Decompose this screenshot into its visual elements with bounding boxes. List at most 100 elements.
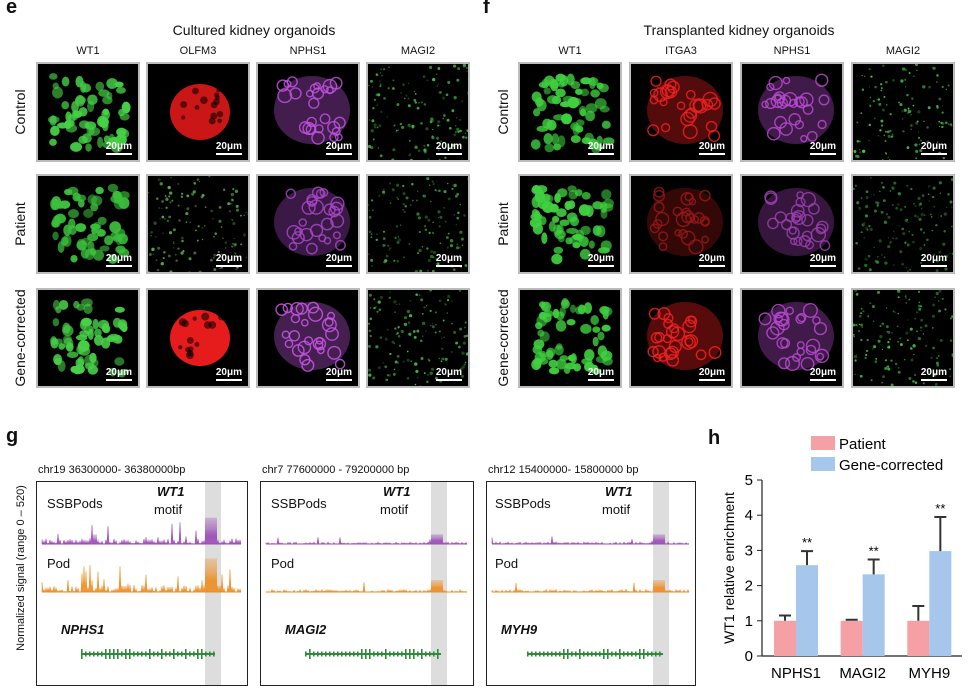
- scale-bar-label: 20μm: [325, 367, 352, 378]
- scale-bar-line: [435, 265, 462, 267]
- scale-bar: 20μm: [325, 141, 352, 155]
- scale-bar-label: 20μm: [920, 367, 947, 378]
- scale-bar-line: [435, 153, 462, 155]
- scale-bar-line: [325, 153, 352, 155]
- category-label-nphs1: NPHS1: [771, 665, 821, 682]
- significance-marker: **: [869, 544, 879, 559]
- row-label-control: Control: [12, 89, 28, 135]
- scale-bar: 20μm: [920, 367, 947, 381]
- micrograph-patient-nphs1: 20μm: [256, 174, 360, 274]
- scale-bar-label: 20μm: [587, 141, 614, 152]
- y-tick-label: 3: [745, 542, 753, 559]
- scale-bar-label: 20μm: [920, 253, 947, 264]
- micrograph-control-wt1: 20μm: [36, 62, 140, 162]
- error-bar: [845, 618, 858, 621]
- track-label-ssbpods: SSBPods: [47, 496, 103, 511]
- micrograph-control-itga3: 20μm: [629, 62, 733, 162]
- micrograph-control-nphs1: 20μm: [256, 62, 360, 162]
- track-label-pod: Pod: [495, 556, 519, 571]
- scale-bar-label: 20μm: [587, 367, 614, 378]
- scale-bar-label: 20μm: [325, 253, 352, 264]
- scale-bar-label: 20μm: [809, 367, 836, 378]
- motif-gene-label: WT1: [383, 484, 411, 499]
- micrograph-patient-wt1: 20μm: [518, 174, 622, 274]
- scale-bar-line: [920, 265, 947, 267]
- scale-bar: 20μm: [105, 141, 132, 155]
- panel-g-label: g: [6, 425, 19, 447]
- y-tick-label: 5: [745, 472, 753, 489]
- scale-bar-label: 20μm: [435, 141, 462, 152]
- micrograph-patient-nphs1: 20μm: [740, 174, 844, 274]
- row-label-control: Control: [495, 89, 511, 135]
- scale-bar-line: [587, 379, 614, 381]
- row-label-gene-corrected: Gene-corrected: [12, 289, 28, 387]
- y-tick-label: 2: [745, 578, 753, 595]
- signal-tracks: [265, 534, 468, 659]
- legend-label-gene-corrected: Gene-corrected: [839, 457, 943, 474]
- row-label-patient: Patient: [495, 202, 511, 246]
- wt1-enrichment-bar-chart: 0 1 2 3 4 5 WT1 relative enrichment ** NPHS1 ** MA…: [721, 436, 962, 682]
- scale-bar-line: [325, 265, 352, 267]
- scale-bar-label: 20μm: [325, 141, 352, 152]
- bar-patient-nphs1: [774, 620, 796, 656]
- micrograph-patient-magi2: 20μm: [366, 174, 470, 274]
- row-label-gene-corrected: Gene-corrected: [495, 289, 511, 387]
- scale-bar: 20μm: [587, 253, 614, 267]
- scale-bar-label: 20μm: [809, 253, 836, 264]
- bar-gene-corrected-myh9: [929, 551, 952, 656]
- locus-coordinates: chr12 15400000- 15800000 bp: [488, 464, 639, 476]
- category-label-myh9: MYH9: [908, 665, 950, 682]
- locus-coordinates: chr19 36300000- 36380000bp: [38, 464, 186, 476]
- scale-bar-label: 20μm: [105, 253, 132, 264]
- micrograph-control-wt1: 20μm: [518, 62, 622, 162]
- locus-coordinates: chr7 77600000 - 79200000 bp: [262, 464, 410, 476]
- scale-bar-line: [698, 153, 725, 155]
- scale-bar-line: [215, 379, 242, 381]
- scale-bar: 20μm: [215, 141, 242, 155]
- gene-name-myh9: MYH9: [501, 622, 538, 637]
- error-bar: [867, 558, 880, 575]
- scale-bar: 20μm: [215, 253, 242, 267]
- locus-panel-nphs1: SSBPods Pod WT1 motif NPHS1: [36, 481, 248, 686]
- motif-label: motif: [154, 502, 183, 517]
- scale-bar: 20μm: [587, 367, 614, 381]
- motif-gene-label: WT1: [605, 484, 633, 499]
- scale-bar: 20μm: [435, 141, 462, 155]
- column-header-nphs1: NPHS1: [289, 45, 327, 57]
- column-header-wt1: WT1: [558, 45, 582, 57]
- motif-gene-label: WT1: [157, 484, 185, 499]
- legend-swatch-patient: [811, 436, 835, 450]
- scale-bar: 20μm: [920, 253, 947, 267]
- panel-f-title: Transplanted kidney organoids: [643, 22, 835, 38]
- significance-marker: **: [935, 501, 945, 516]
- scale-bar: 20μm: [809, 141, 836, 155]
- y-tick-label: 1: [745, 613, 753, 630]
- motif-highlight: [653, 482, 669, 685]
- scale-bar: 20μm: [325, 367, 352, 381]
- scale-bar: 20μm: [435, 367, 462, 381]
- scale-bar-label: 20μm: [105, 141, 132, 152]
- error-bar: [801, 550, 813, 566]
- scale-bar-line: [809, 265, 836, 267]
- panel-g-y-axis-label: Normalized signal (range 0 – 520): [15, 485, 27, 651]
- scale-bar-line: [698, 379, 725, 381]
- micrograph-control-magi2: 20μm: [366, 62, 470, 162]
- scale-bar: 20μm: [587, 141, 614, 155]
- gene-name-magi2: MAGI2: [285, 622, 327, 637]
- scale-bar: 20μm: [809, 253, 836, 267]
- scale-bar-label: 20μm: [215, 141, 242, 152]
- scale-bar-line: [587, 153, 614, 155]
- motif-label: motif: [602, 502, 631, 517]
- scale-bar-line: [105, 379, 132, 381]
- scale-bar-label: 20μm: [698, 141, 725, 152]
- scale-bar-line: [105, 153, 132, 155]
- locus-panel-myh9: SSBPods Pod WT1 motif MYH9: [486, 481, 696, 686]
- column-header-wt1: WT1: [76, 45, 100, 57]
- row-label-patient: Patient: [12, 202, 28, 246]
- scale-bar-label: 20μm: [698, 253, 725, 264]
- micrograph-patient-wt1: 20μm: [36, 174, 140, 274]
- motif-label: motif: [380, 502, 409, 517]
- micrograph-gene-corrected-wt1: 20μm: [518, 288, 622, 388]
- scale-bar: 20μm: [698, 253, 725, 267]
- micrograph-gene-corrected-itga3: 20μm: [629, 288, 733, 388]
